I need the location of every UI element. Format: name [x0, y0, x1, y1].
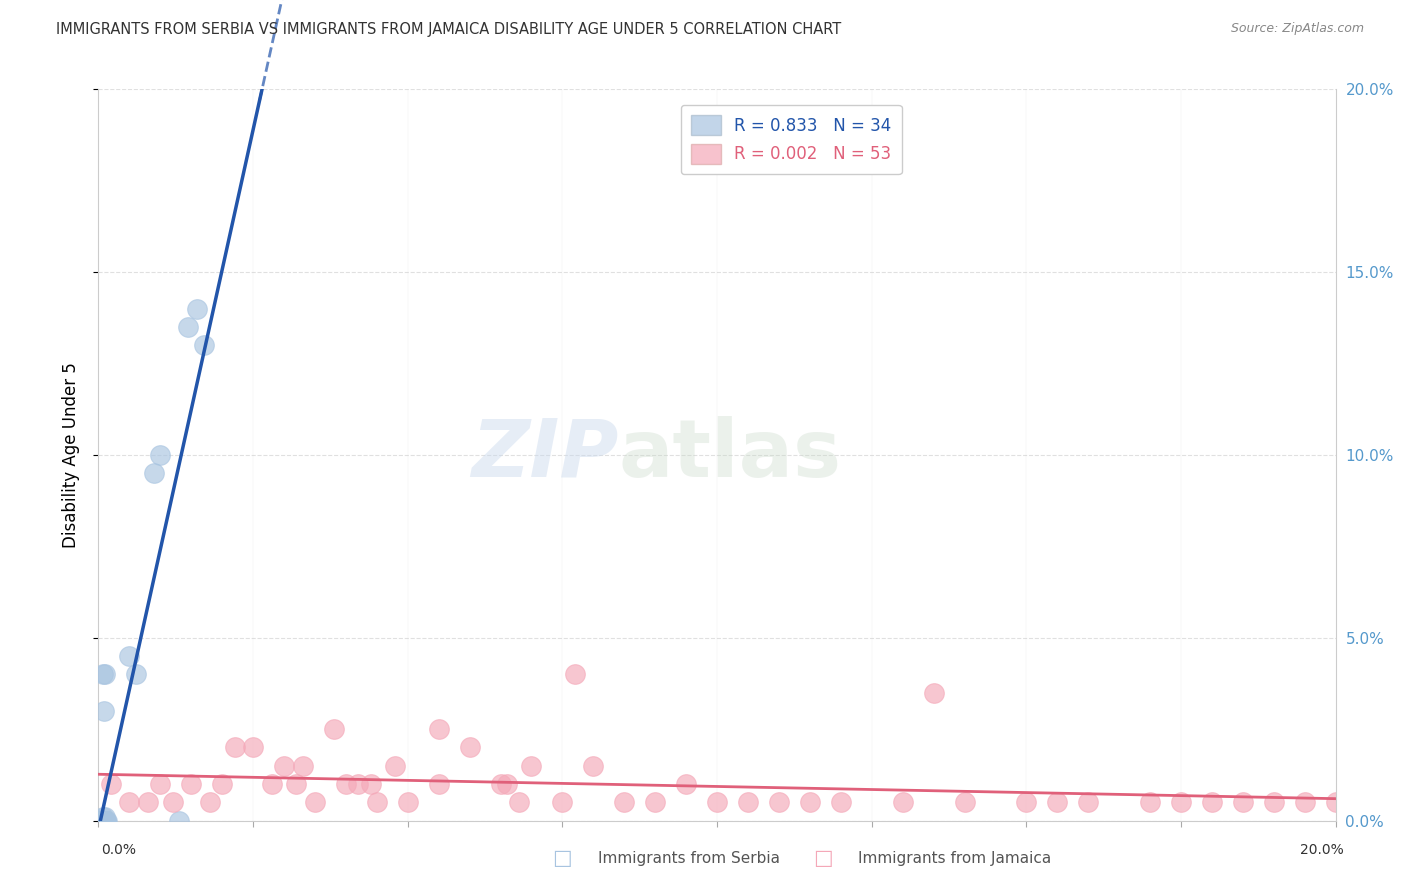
Text: □: □: [553, 848, 572, 868]
Point: [508, 796, 530, 810]
Point: [291, 758, 314, 772]
Point: [96, 814, 118, 828]
Point: [347, 777, 370, 791]
Point: [100, 777, 122, 791]
Point: [1139, 796, 1161, 810]
Point: [96, 814, 118, 828]
Point: [304, 796, 326, 810]
Point: [94, 814, 117, 828]
Point: [149, 448, 172, 462]
Point: [1232, 796, 1254, 810]
Point: [1294, 796, 1316, 810]
Point: [1077, 796, 1099, 810]
Point: [675, 777, 697, 791]
Point: [167, 814, 190, 828]
Point: [93, 814, 115, 828]
Point: [360, 777, 382, 791]
Point: [93, 667, 115, 681]
Point: [91, 814, 114, 828]
Point: [118, 649, 141, 664]
Point: [1263, 796, 1285, 810]
Text: Source: ZipAtlas.com: Source: ZipAtlas.com: [1230, 22, 1364, 36]
Point: [180, 777, 202, 791]
Point: [93, 814, 115, 828]
Point: [118, 796, 141, 810]
Point: [260, 777, 283, 791]
Point: [93, 704, 115, 718]
Point: [384, 758, 406, 772]
Point: [198, 796, 221, 810]
Point: [211, 777, 233, 791]
Text: ZIP: ZIP: [471, 416, 619, 494]
Text: Immigrants from Jamaica: Immigrants from Jamaica: [858, 851, 1050, 865]
Point: [177, 320, 200, 334]
Point: [551, 796, 574, 810]
Point: [1170, 796, 1192, 810]
Point: [93, 814, 115, 828]
Point: [91, 814, 114, 828]
Point: [93, 814, 115, 828]
Point: [94, 814, 117, 828]
Point: [93, 814, 115, 828]
Point: [768, 796, 790, 810]
Text: atlas: atlas: [619, 416, 841, 494]
Point: [520, 758, 543, 772]
Point: [162, 796, 184, 810]
Point: [193, 338, 215, 352]
Point: [124, 667, 146, 681]
Point: [242, 740, 264, 755]
Point: [93, 814, 115, 828]
Point: [564, 667, 586, 681]
Point: [143, 466, 166, 480]
Point: [799, 796, 821, 810]
Point: [93, 814, 115, 828]
Point: [224, 740, 246, 755]
Point: [93, 814, 115, 828]
Point: [495, 777, 517, 791]
Point: [953, 796, 976, 810]
Point: [922, 685, 945, 699]
Point: [91, 814, 114, 828]
Point: [94, 814, 117, 828]
Point: [1015, 796, 1038, 810]
Point: [335, 777, 357, 791]
Point: [186, 301, 208, 316]
Point: [285, 777, 308, 791]
Text: Immigrants from Serbia: Immigrants from Serbia: [598, 851, 779, 865]
Text: 20.0%: 20.0%: [1301, 843, 1344, 857]
Point: [94, 814, 117, 828]
Point: [458, 740, 481, 755]
Point: [644, 796, 666, 810]
Point: [427, 777, 450, 791]
Y-axis label: Disability Age Under 5: Disability Age Under 5: [62, 362, 80, 548]
Text: IMMIGRANTS FROM SERBIA VS IMMIGRANTS FROM JAMAICA DISABILITY AGE UNDER 5 CORRELA: IMMIGRANTS FROM SERBIA VS IMMIGRANTS FRO…: [56, 22, 841, 37]
Point: [93, 814, 115, 828]
Point: [366, 796, 388, 810]
Point: [427, 723, 450, 737]
Point: [93, 810, 115, 824]
Point: [613, 796, 636, 810]
Point: [706, 796, 728, 810]
Point: [737, 796, 759, 810]
Point: [830, 796, 852, 810]
Point: [93, 667, 115, 681]
Text: □: □: [813, 848, 832, 868]
Legend: R = 0.833   N = 34, R = 0.002   N = 53: R = 0.833 N = 34, R = 0.002 N = 53: [681, 105, 901, 174]
Point: [891, 796, 914, 810]
Point: [149, 777, 172, 791]
Text: 0.0%: 0.0%: [101, 843, 136, 857]
Point: [1046, 796, 1069, 810]
Point: [273, 758, 295, 772]
Point: [93, 814, 115, 828]
Point: [136, 796, 159, 810]
Point: [322, 723, 344, 737]
Point: [1324, 796, 1347, 810]
Point: [93, 814, 115, 828]
Point: [93, 810, 115, 824]
Point: [582, 758, 605, 772]
Point: [93, 814, 115, 828]
Point: [1201, 796, 1223, 810]
Point: [489, 777, 512, 791]
Point: [396, 796, 419, 810]
